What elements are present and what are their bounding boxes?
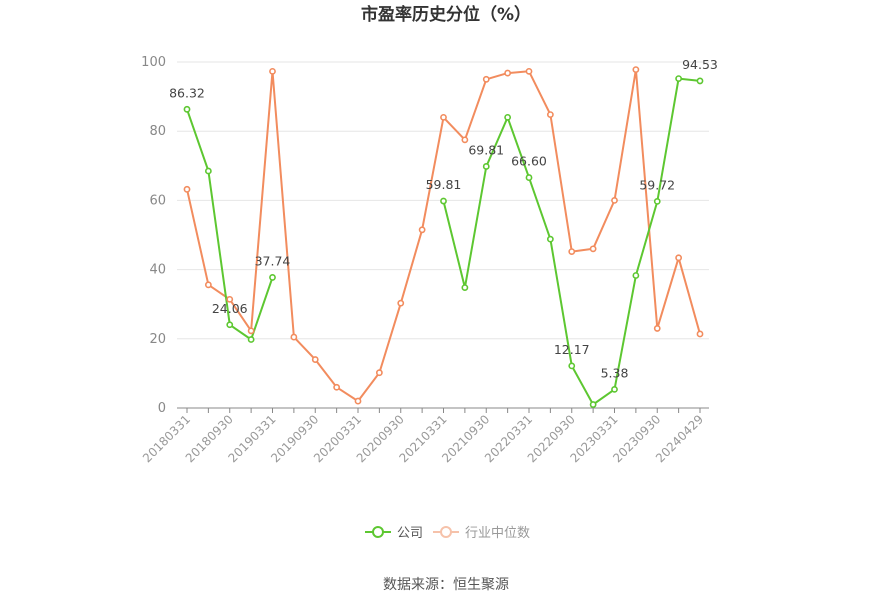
series-0-point-20190331	[269, 274, 276, 281]
data-label-20240429: 94.53	[682, 57, 718, 72]
data-label-20180930: 24.06	[212, 301, 248, 316]
data-label-20210331: 59.81	[426, 177, 462, 192]
chart-title: 市盈率历史分位（%）	[361, 4, 531, 25]
y-tick-label-100: 100	[141, 55, 166, 70]
data-label-20220930: 12.17	[554, 342, 590, 357]
series-0-point-20230630	[632, 272, 640, 279]
series-1-point-20190930	[311, 356, 319, 363]
series-1-point-20181231	[247, 327, 255, 335]
series-1-point-20220930	[568, 248, 576, 256]
series-1-point-20210630	[461, 136, 469, 144]
series-0-point-20220930	[568, 362, 576, 370]
series-1-point-20220331	[525, 67, 533, 75]
y-axis-ticks: 0 20 40 60 80 100	[141, 55, 166, 416]
series-0-point-20221231	[589, 401, 597, 408]
series-1-point-20230930	[653, 325, 661, 332]
data-labels: 86.32 24.06 37.74 59.81 69.81 66.60 12.17 5.38 5…	[169, 57, 718, 380]
series-1-point-20180331	[183, 185, 191, 193]
series-0-point-20220630	[546, 235, 554, 243]
y-tick-label-60: 60	[149, 193, 166, 208]
legend-company-marker	[372, 526, 384, 538]
series-points	[183, 66, 704, 408]
series-1-point-20220630	[546, 111, 554, 118]
x-axis: 2018033120180930201903312019093020200331…	[140, 407, 709, 465]
series-1-point-20190331	[269, 67, 276, 75]
series-1-point-20221231	[589, 245, 597, 253]
series-0-point-20210331	[440, 197, 447, 205]
series-0-point-20181231	[247, 336, 255, 343]
series-0-point-20240429	[696, 77, 704, 85]
series-1-point-20240429	[696, 330, 704, 338]
series-0-point-20180331	[183, 105, 191, 113]
series-1-point-20211231	[504, 69, 512, 77]
series-1-point-20180630	[204, 281, 212, 289]
series-0-point-20230930	[653, 197, 661, 205]
series-0-point-20230331	[611, 385, 618, 393]
series-1-point-20210930	[482, 75, 490, 83]
series-1-point-20231231	[675, 254, 683, 262]
legend-industry-marker	[440, 526, 452, 538]
series-1-point-20230331	[611, 196, 618, 204]
series-1-point-20200930	[397, 299, 405, 307]
data-label-20230930: 59.72	[639, 177, 675, 192]
series-1-point-20190630	[290, 333, 298, 341]
series-1-point-20201231	[418, 226, 426, 234]
y-tick-label-80: 80	[149, 124, 166, 139]
series-1-point-20200630	[375, 369, 383, 377]
series-0-point-20220331	[525, 174, 533, 181]
series-1-point-20180930	[226, 295, 234, 303]
series-0-point-20211231	[504, 113, 512, 121]
data-source: 数据来源：恒生聚源	[383, 577, 509, 593]
series-0-point-20180630	[204, 167, 212, 175]
series-1-point-20230630	[632, 66, 640, 74]
legend-item-industry[interactable]: 行业中位数	[433, 526, 530, 541]
y-tick-label-0: 0	[158, 401, 166, 416]
data-label-20190331: 37.74	[255, 253, 291, 268]
series-0-point-20231231	[675, 75, 683, 83]
legend[interactable]: 公司 行业中位数	[365, 526, 530, 541]
legend-item-company[interactable]: 公司	[365, 526, 423, 541]
series-1-point-20191231	[333, 383, 341, 391]
series-1-point-20210331	[440, 113, 447, 121]
legend-industry-label: 行业中位数	[465, 526, 530, 541]
series-1-point-20200331	[354, 397, 362, 405]
series-0-point-20210930	[482, 163, 490, 170]
series-0-point-20180930	[226, 321, 234, 329]
legend-company-label: 公司	[397, 526, 423, 541]
y-tick-label-20: 20	[149, 332, 166, 347]
data-label-20220331: 66.60	[511, 154, 547, 169]
y-tick-label-40: 40	[149, 263, 166, 278]
data-label-20230331: 5.38	[601, 365, 629, 380]
data-label-20210930: 69.81	[468, 142, 504, 157]
series-0-point-20210630	[461, 284, 469, 291]
data-label-20180331: 86.32	[169, 85, 205, 100]
